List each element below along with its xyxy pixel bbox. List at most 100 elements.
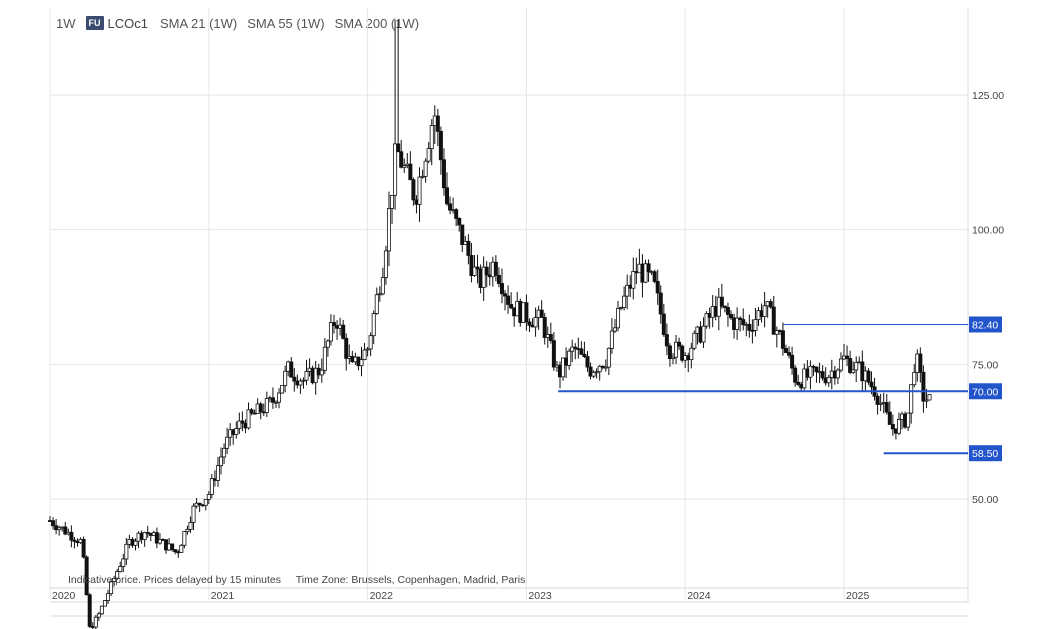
interval-label[interactable]: 1W	[56, 15, 76, 31]
candle-body	[444, 187, 449, 205]
candle-body	[69, 531, 74, 541]
candle-body	[561, 357, 566, 378]
level-label: 58.50	[972, 448, 998, 460]
candle-body	[322, 346, 327, 371]
x-tick-label: 2025	[846, 590, 870, 602]
candle-body	[423, 160, 428, 177]
candle-body	[435, 115, 440, 132]
candle-body	[377, 293, 382, 296]
indicator-sma55[interactable]: SMA 55 (1W)	[247, 15, 325, 31]
candle-body	[142, 532, 147, 540]
candle-body	[719, 296, 724, 307]
candle-body	[774, 330, 779, 335]
candle-body	[835, 369, 840, 379]
candle-body	[87, 594, 92, 627]
candle-body	[582, 353, 587, 357]
candle-body	[762, 305, 767, 317]
candle-body	[924, 399, 929, 402]
candle-body	[790, 354, 795, 369]
candle-body	[124, 543, 129, 560]
candle-body	[609, 330, 614, 349]
candle-body	[866, 370, 871, 383]
candle-body	[594, 371, 599, 374]
candle-body	[921, 371, 926, 402]
candle-body	[206, 494, 211, 500]
candle-body	[63, 526, 68, 535]
candle-body	[826, 376, 831, 384]
candle-body	[814, 366, 819, 373]
candle-body	[225, 436, 230, 449]
candle-body	[328, 322, 333, 342]
candle-body	[616, 308, 621, 329]
candle-body	[289, 361, 294, 378]
candle-body	[499, 283, 504, 295]
candle-body	[341, 324, 346, 339]
candle-body	[869, 381, 874, 388]
x-tick-label: 2024	[687, 590, 711, 602]
candle-body	[680, 345, 685, 361]
candle-body	[429, 125, 434, 149]
candle-body	[273, 401, 278, 404]
level-label: 82.40	[972, 319, 998, 331]
candle-body	[771, 306, 776, 335]
candle-body	[426, 148, 431, 162]
candle-body	[304, 371, 309, 381]
candle-body	[524, 302, 529, 323]
y-tick-label: 75.00	[972, 359, 998, 371]
candle-body	[551, 340, 556, 368]
candle-body	[692, 332, 697, 349]
candle-body	[631, 271, 636, 289]
candle-body	[793, 367, 798, 383]
candle-body	[197, 502, 202, 506]
candle-body	[622, 295, 627, 308]
candle-body	[209, 478, 214, 495]
candle-body	[438, 130, 443, 161]
candle-body	[106, 593, 111, 601]
candle-body	[234, 428, 239, 435]
candle-body	[896, 419, 901, 434]
candle-body	[173, 549, 178, 553]
candle-body	[118, 566, 123, 572]
candle-body	[704, 313, 709, 327]
candle-body	[667, 345, 672, 360]
symbol-label[interactable]: LCOc1	[107, 15, 148, 31]
candle-body	[93, 616, 98, 628]
exchange-badge: FU	[85, 16, 104, 30]
candle-body	[368, 335, 373, 350]
candle-body	[738, 317, 743, 320]
candle-body	[674, 341, 679, 358]
timezone-note: Time Zone: Brussels, Copenhagen, Madrid,…	[295, 574, 526, 586]
y-tick-label: 125.00	[972, 90, 1004, 102]
candle-body	[509, 304, 514, 309]
candle-body	[652, 271, 657, 282]
candle-body	[741, 319, 746, 326]
candle-body	[588, 366, 593, 377]
candle-body	[503, 293, 508, 297]
indicator-sma21[interactable]: SMA 21 (1W)	[159, 15, 238, 31]
candle-body	[787, 352, 792, 356]
candle-body	[548, 334, 553, 342]
candle-body	[399, 151, 404, 168]
candle-body	[783, 348, 788, 353]
candle-body	[258, 403, 263, 413]
candle-body	[729, 314, 734, 319]
candle-body	[396, 143, 401, 153]
candle-body	[838, 358, 843, 371]
candle-body	[496, 274, 501, 284]
candle-body	[246, 409, 251, 429]
candle-body	[466, 240, 471, 256]
candle-body	[606, 347, 611, 368]
candle-body	[625, 284, 630, 297]
candle-body	[573, 346, 578, 349]
candle-body	[780, 330, 785, 349]
candle-body	[927, 394, 932, 401]
candle-body	[909, 384, 914, 414]
candle-body	[51, 520, 56, 527]
candle-body	[170, 543, 175, 551]
candle-body	[219, 456, 224, 467]
candle-body	[448, 203, 453, 211]
candle-body	[875, 395, 880, 405]
candle-body	[283, 370, 288, 386]
candle-body	[109, 581, 114, 595]
